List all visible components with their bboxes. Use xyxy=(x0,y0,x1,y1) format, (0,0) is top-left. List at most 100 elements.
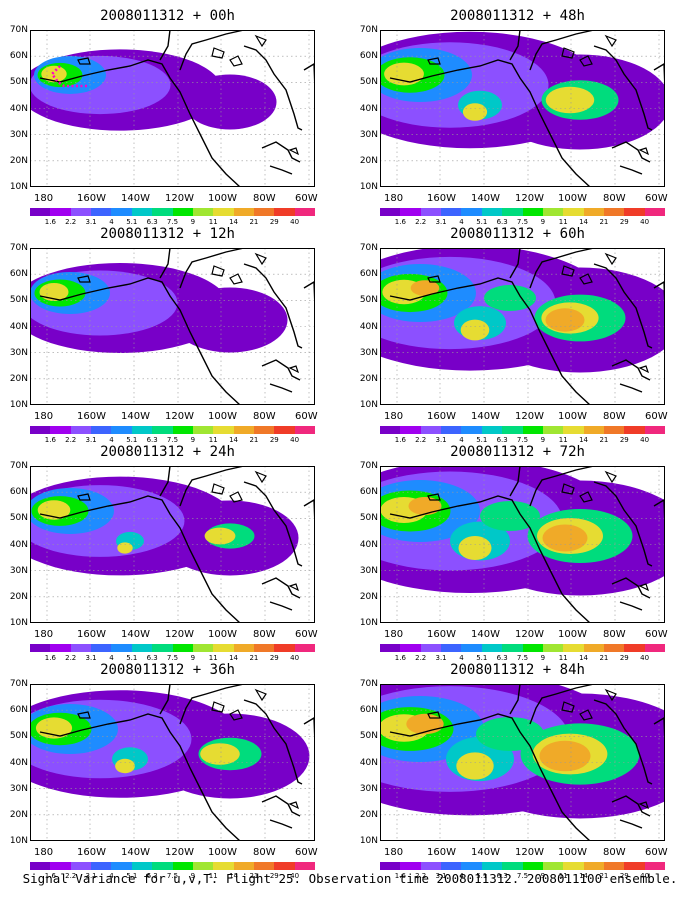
latitude-label: 30N xyxy=(359,565,378,576)
color-bar-swatch xyxy=(192,208,214,216)
latitude-label: 40N xyxy=(359,103,378,114)
longitude-label: 60W xyxy=(295,629,318,640)
latitude-label: 20N xyxy=(359,809,378,820)
longitude-label: 100W xyxy=(558,629,587,640)
color-bar-swatch xyxy=(213,862,234,870)
color-bar xyxy=(380,208,666,216)
color-bar-label: 2.2 xyxy=(65,436,77,444)
color-bar-swatch xyxy=(563,208,584,216)
coastline xyxy=(77,275,91,283)
color-bar-swatch xyxy=(400,862,421,870)
color-bar-label: 1.6 xyxy=(394,872,406,880)
color-bar-label: 2.2 xyxy=(65,872,77,880)
color-bar-label: 7.5 xyxy=(516,436,529,444)
map-panel: 2008011312 + 12h 70N 60N 50N 40N 30N 20N 10N 180… xyxy=(0,226,335,444)
coastline xyxy=(179,684,245,725)
coastline xyxy=(229,55,243,67)
longitude-label: 100W xyxy=(208,411,237,422)
coastline xyxy=(211,483,225,495)
variance-contour xyxy=(545,86,595,114)
color-bar-label: 3.1 xyxy=(85,654,97,662)
color-bar-swatch xyxy=(380,426,401,434)
latitude-label: 50N xyxy=(359,77,378,88)
color-bar-swatch xyxy=(294,208,316,216)
variance-contour xyxy=(200,743,240,765)
color-bar-label: 5.1 xyxy=(126,872,138,880)
coastline xyxy=(261,795,301,817)
color-bar-label: 40 xyxy=(290,872,300,880)
latitude-label: 40N xyxy=(9,103,28,114)
coastline xyxy=(211,265,225,277)
color-bar-swatch xyxy=(522,644,543,652)
map-frame xyxy=(30,30,315,187)
color-bar-swatch xyxy=(624,644,645,652)
color-bar-label: 11 xyxy=(208,436,218,444)
map-panel: 2008011312 + 00h 70N 60N 50N 40N 30N 20N 10N 180… xyxy=(0,8,335,226)
latitude-label: 40N xyxy=(359,757,378,768)
coastline xyxy=(579,709,593,721)
longitude-label: 160W xyxy=(77,193,106,204)
color-bar-swatch xyxy=(233,208,254,216)
variance-contour xyxy=(408,497,442,515)
color-bar-swatch xyxy=(111,208,132,216)
variance-contour xyxy=(545,308,585,332)
latitude-label: 20N xyxy=(359,155,378,166)
latitude-label: 70N xyxy=(9,25,28,35)
map-frame xyxy=(380,684,665,841)
variance-contour xyxy=(476,717,544,751)
color-bar-label: 40 xyxy=(290,436,300,444)
latitude-label: 10N xyxy=(9,836,28,846)
variance-map xyxy=(380,30,665,187)
panel-title: 2008011312 + 00h xyxy=(100,8,235,24)
latitude-label: 70N xyxy=(9,461,28,471)
color-bar-label: 5.1 xyxy=(476,872,488,880)
color-bar-swatch xyxy=(542,644,564,652)
variance-contour xyxy=(384,62,424,86)
color-bar-swatch xyxy=(274,862,295,870)
latitude-label: 60N xyxy=(359,269,378,280)
color-bar-label: 1.6 xyxy=(44,436,56,444)
color-bar-swatch xyxy=(50,208,71,216)
variance-map xyxy=(380,466,665,623)
color-bar-swatch xyxy=(172,644,193,652)
coastline xyxy=(159,466,171,497)
latitude-label: 10N xyxy=(9,618,28,628)
coastline xyxy=(288,801,300,810)
variance-contour xyxy=(183,74,277,130)
latitude-label: 70N xyxy=(359,679,378,689)
longitude-label: 180 xyxy=(34,411,54,422)
color-bar-label: 1.6 xyxy=(394,654,406,662)
longitude-label: 80W xyxy=(253,411,276,422)
color-bar-swatch xyxy=(50,862,71,870)
color-bar-label: 6.3 xyxy=(496,654,508,662)
coastline xyxy=(593,699,653,785)
color-bar-labels: 1.6 2.2 3.1 4 5.1 6.3 7.5 9 11 14 21 29 40 xyxy=(30,218,315,227)
color-bar-swatch xyxy=(70,644,92,652)
color-bar-swatch xyxy=(461,644,482,652)
latitude-label: 20N xyxy=(9,591,28,602)
color-bar-swatch xyxy=(253,862,275,870)
coastline xyxy=(529,30,595,71)
color-bar-label: 5.1 xyxy=(126,654,138,662)
coastline xyxy=(211,701,225,713)
color-bar-swatch xyxy=(400,644,421,652)
color-bar-label: 3.1 xyxy=(85,872,97,880)
coastline xyxy=(243,263,303,349)
longitude-label: 180 xyxy=(34,847,54,858)
color-bar-swatch xyxy=(603,208,625,216)
color-bar-swatch xyxy=(30,426,51,434)
variance-contour xyxy=(458,536,492,560)
longitude-label: 80W xyxy=(603,629,626,640)
coastline xyxy=(77,711,91,719)
color-bar-label: 2.2 xyxy=(415,872,427,880)
color-bar-labels: 1.6 2.2 3.1 4 5.1 6.3 7.5 9 11 14 21 29 40 xyxy=(30,436,315,445)
color-bar-swatch xyxy=(91,862,112,870)
variance-contour xyxy=(406,713,444,735)
coastline xyxy=(611,359,651,381)
coastline xyxy=(619,383,643,393)
color-bar-swatch xyxy=(274,426,295,434)
coastline xyxy=(389,59,591,187)
color-bar xyxy=(380,862,666,870)
color-bar-label: 21 xyxy=(599,436,609,444)
map-frame xyxy=(30,684,315,841)
